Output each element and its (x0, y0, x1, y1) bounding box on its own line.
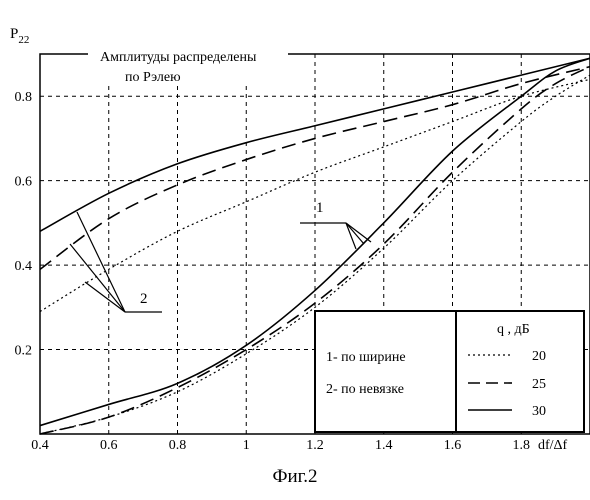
x-tick-label: 1.6 (444, 438, 462, 453)
y-tick-label: 0.6 (15, 175, 33, 190)
chart-title: Амплитуды распределены по Рэлею (88, 42, 288, 86)
y-tick-label: 0.2 (15, 344, 33, 359)
legend-method-1: 1- по ширине (326, 350, 406, 365)
chart-title-line-2: по Рэлею (125, 70, 181, 85)
legend: 1- по ширине 2- по невязке q , дБ 20 25 … (315, 311, 584, 432)
annotation-group-1 (300, 223, 371, 249)
x-tick-label: 0.4 (31, 438, 49, 453)
y-tick-label: 0.4 (15, 259, 33, 274)
x-tick-label: 1.4 (375, 438, 393, 453)
x-tick-label: 0.8 (169, 438, 187, 453)
y-tick-label: 0.8 (15, 90, 33, 105)
figure-caption: Фиг.2 (0, 466, 590, 488)
legend-q-title: q , дБ (497, 322, 530, 337)
x-tick-label: 0.6 (100, 438, 118, 453)
x-tick-label: 1.2 (306, 438, 324, 453)
series-line-group-2-q20 (40, 79, 590, 311)
annotation-label-1: 1 (316, 200, 324, 216)
x-tick-label: 1.8 (513, 438, 531, 453)
chart-title-line-1: Амплитуды распределены (100, 50, 257, 65)
annotation-label-2: 2 (140, 291, 148, 307)
y-axis-label: P22 (10, 26, 29, 46)
x-axis-label: df/Δf (538, 438, 568, 453)
annotation-group-2 (70, 212, 162, 312)
x-tick-label: 1 (243, 438, 250, 453)
legend-label-20: 20 (532, 349, 546, 364)
legend-method-2: 2- по невязке (326, 382, 404, 397)
legend-label-25: 25 (532, 377, 546, 392)
legend-label-30: 30 (532, 404, 546, 419)
line-chart: 0.4 0.6 0.8 1 1.2 1.4 1.6 1.8 0.2 0.4 0.6 0.8 P22 d… (0, 0, 590, 465)
